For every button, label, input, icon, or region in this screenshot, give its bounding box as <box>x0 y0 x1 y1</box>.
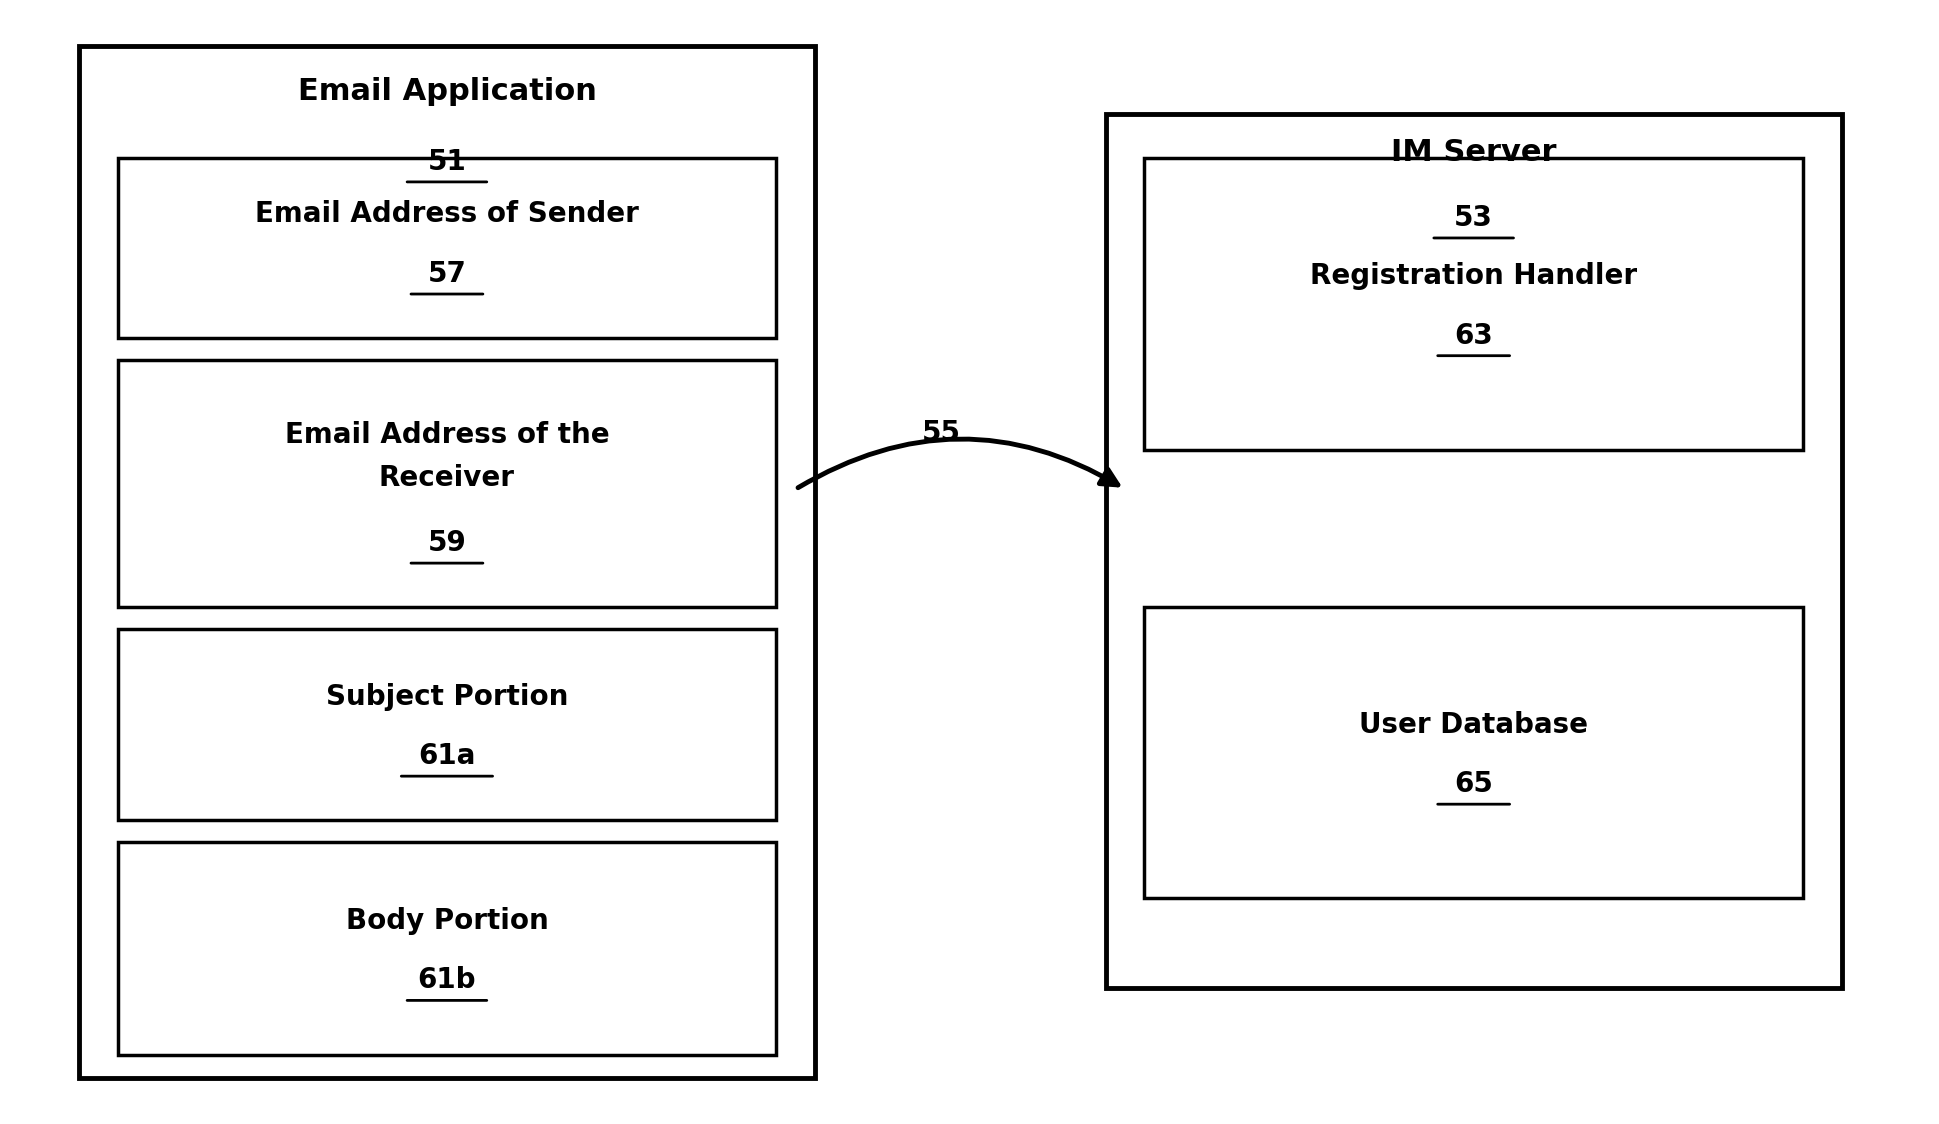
FancyBboxPatch shape <box>118 629 776 819</box>
Text: 57: 57 <box>427 260 465 288</box>
Text: 59: 59 <box>427 529 465 556</box>
Text: 61b: 61b <box>417 967 475 995</box>
Text: Email Address of Sender: Email Address of Sender <box>254 200 638 228</box>
Text: 51: 51 <box>427 147 465 175</box>
Text: Body Portion: Body Portion <box>345 907 549 935</box>
Text: 53: 53 <box>1454 203 1493 232</box>
FancyBboxPatch shape <box>1144 158 1801 450</box>
Text: IM Server: IM Server <box>1390 138 1555 167</box>
FancyBboxPatch shape <box>118 842 776 1055</box>
Text: Subject Portion: Subject Portion <box>326 682 568 710</box>
Text: Registration Handler: Registration Handler <box>1309 262 1637 290</box>
FancyBboxPatch shape <box>1144 607 1801 898</box>
Text: 61a: 61a <box>419 742 475 770</box>
Text: Receiver: Receiver <box>378 464 514 492</box>
FancyArrowPatch shape <box>797 439 1117 488</box>
Text: 55: 55 <box>921 419 960 447</box>
Text: 65: 65 <box>1454 770 1493 798</box>
FancyBboxPatch shape <box>118 158 776 337</box>
Text: User Database: User Database <box>1359 710 1588 738</box>
Text: 63: 63 <box>1454 321 1493 350</box>
FancyBboxPatch shape <box>118 360 776 607</box>
FancyBboxPatch shape <box>1105 114 1840 988</box>
Text: Email Application: Email Application <box>297 76 595 106</box>
FancyBboxPatch shape <box>79 46 814 1078</box>
Text: Email Address of the: Email Address of the <box>285 422 609 450</box>
